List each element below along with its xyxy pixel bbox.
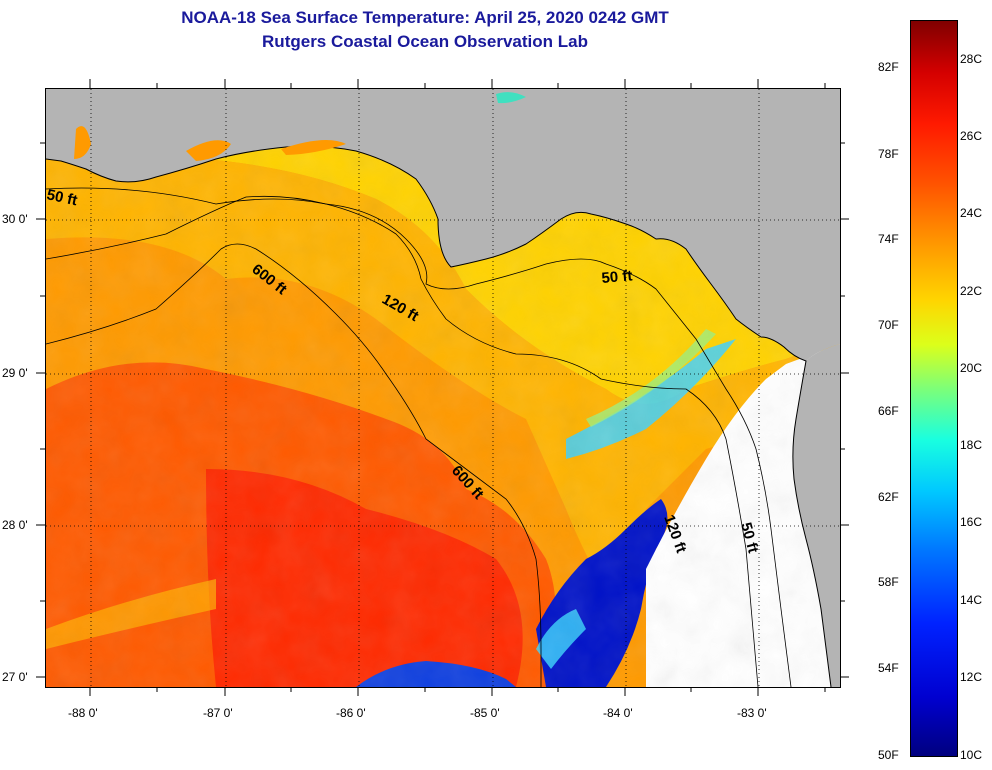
cloud-mask xyxy=(646,344,840,687)
colorbar-f-label: 54F xyxy=(878,661,899,675)
colorbar-c-label: 22C xyxy=(960,284,983,298)
colorbar-c-label: 16C xyxy=(960,515,983,529)
cool-edge xyxy=(536,609,586,669)
colorbar-f-label: 50F xyxy=(878,748,899,762)
lon-label: -83 0' xyxy=(737,706,767,720)
lat-label: 27 0' xyxy=(2,670,28,684)
sst-map-canvas: 50 ft 600 ft 120 ft 50 ft 600 ft 120 ft … xyxy=(46,89,840,687)
colorbar-f-label: 62F xyxy=(878,490,899,504)
colorbar-f-label: 70F xyxy=(878,318,899,332)
colorbar-c-label: 12C xyxy=(960,670,983,684)
colorbar-c-label: 18C xyxy=(960,438,983,452)
warm-streak xyxy=(46,579,216,649)
colorbar-f-label: 82F xyxy=(878,60,899,74)
graticule xyxy=(46,89,840,687)
bay xyxy=(74,126,91,159)
colorbar-c-label: 24C xyxy=(960,206,983,220)
lat-label: 29 0' xyxy=(2,366,28,380)
colorbar-f-label: 58F xyxy=(878,575,899,589)
land-mass-east xyxy=(792,344,840,687)
sst-map: 50 ft 600 ft 120 ft 50 ft 600 ft 120 ft … xyxy=(45,88,841,688)
cool-water-streak-green xyxy=(586,329,716,427)
map-title: NOAA-18 Sea Surface Temperature: April 2… xyxy=(181,8,669,27)
cool-water-streak xyxy=(566,339,736,459)
shelf-warm-band xyxy=(46,155,840,590)
land-mass xyxy=(46,89,840,361)
lon-label: -85 0' xyxy=(470,706,500,720)
contour-120ft xyxy=(46,195,759,687)
colorbar-f-label: 78F xyxy=(878,147,899,161)
temperature-colorbar xyxy=(910,20,958,757)
inland-water xyxy=(496,92,526,104)
bay xyxy=(281,140,346,155)
contour-600ft xyxy=(46,243,542,687)
colorbar-f-label: 74F xyxy=(878,232,899,246)
coastline xyxy=(46,145,832,687)
colorbar-c-label: 10C xyxy=(960,748,983,762)
cold-patch-south xyxy=(356,661,516,687)
gulf-hot-core xyxy=(206,469,523,687)
colorbar-c-label: 28C xyxy=(960,52,983,66)
contour-label: 50 ft xyxy=(46,186,79,209)
contour-50ft xyxy=(46,187,792,687)
colorbar-c-label: 14C xyxy=(960,593,983,607)
map-subtitle: Rutgers Coastal Ocean Observation Lab xyxy=(262,32,588,51)
lat-label: 28 0' xyxy=(2,518,28,532)
lon-label: -86 0' xyxy=(336,706,366,720)
colorbar-c-label: 26C xyxy=(960,129,983,143)
lon-label: -84 0' xyxy=(603,706,633,720)
lon-label: -87 0' xyxy=(203,706,233,720)
contour-label: 50 ft xyxy=(601,267,633,287)
lon-label: -88 0' xyxy=(68,706,98,720)
colorbar-f-label: 66F xyxy=(878,404,899,418)
colorbar-c-label: 20C xyxy=(960,361,983,375)
lat-label: 30 0' xyxy=(2,212,28,226)
bay xyxy=(186,140,231,161)
